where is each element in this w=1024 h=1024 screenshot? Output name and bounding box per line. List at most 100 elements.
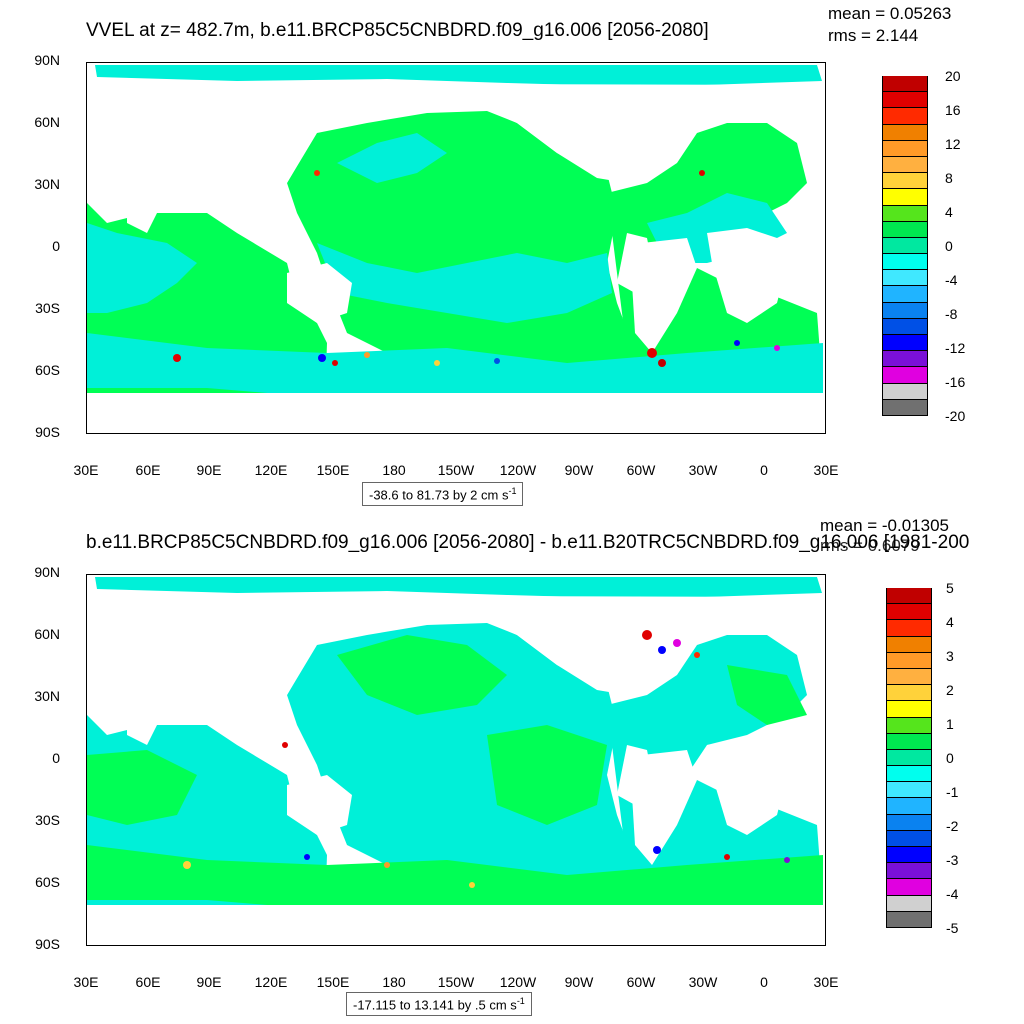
lon-label: 90E — [196, 974, 222, 990]
panel-bottom: b.e11.BRCP85C5CNBDRD.f09_g16.006 [2056-2… — [0, 512, 1024, 1024]
colorbar-label: -20 — [945, 408, 966, 424]
colorbar-swatch — [883, 124, 927, 141]
colorbar-swatch — [887, 911, 931, 928]
colorbar-label: 12 — [945, 136, 961, 152]
lon-label: 0 — [760, 974, 768, 990]
colorbar-swatch — [883, 383, 927, 400]
colorbar-label: 20 — [945, 68, 961, 84]
colorbar-label: 8 — [945, 170, 953, 186]
lon-label: 150W — [437, 974, 475, 990]
colorbar-box — [882, 76, 928, 416]
lon-label: 150W — [437, 462, 475, 478]
lon-label: 90W — [564, 462, 594, 478]
colorbar-swatch — [887, 604, 931, 621]
contour-range-label: -38.6 to 81.73 by 2 cm s-1 — [362, 482, 524, 507]
lat-label: 90N — [34, 564, 60, 580]
colorbar-swatch — [887, 717, 931, 734]
colorbar-label: 1 — [946, 716, 954, 732]
colorbar-swatch — [883, 286, 927, 303]
colorbar-swatch — [883, 92, 927, 109]
colorbar-swatch — [887, 652, 931, 669]
colorbar-label: 5 — [946, 580, 954, 596]
colorbar-box — [886, 588, 932, 928]
colorbar-swatch — [883, 205, 927, 222]
lat-label: 0 — [52, 238, 60, 254]
lat-label: 30S — [35, 812, 60, 828]
colorbar-swatch — [887, 636, 931, 653]
colorbar-swatch — [887, 782, 931, 799]
lon-label: 150E — [316, 974, 350, 990]
colorbar-swatch — [887, 766, 931, 783]
lat-label: 90S — [35, 424, 60, 440]
panel-top: VVEL at z= 482.7m, b.e11.BRCP85C5CNBDRD.… — [34, 4, 966, 507]
colorbar-label: -3 — [946, 852, 959, 868]
lat-label: 30N — [34, 688, 60, 704]
colorbar-label: -16 — [945, 374, 966, 390]
lon-label: 60E — [135, 462, 161, 478]
colorbar — [886, 588, 932, 928]
colorbar-swatch — [887, 668, 931, 686]
lat-label: 90S — [35, 936, 60, 952]
lon-label: 90W — [564, 974, 594, 990]
colorbar-swatch — [883, 108, 927, 125]
colorbar-swatch — [883, 318, 927, 336]
lat-label: 60N — [34, 114, 60, 130]
mean-stat: mean = 0.05263 — [828, 4, 952, 23]
lon-label: 120W — [499, 462, 537, 478]
colorbar-swatch — [883, 76, 927, 93]
colorbar-swatch — [883, 335, 927, 352]
colorbar-swatch — [883, 399, 927, 416]
lon-label: 120E — [254, 462, 288, 478]
colorbar-label: 2 — [946, 682, 954, 698]
colorbar-swatch — [883, 270, 927, 287]
lon-label: 30W — [688, 974, 718, 990]
colorbar-label: -12 — [945, 340, 966, 356]
ocean-field — [87, 575, 825, 945]
lon-label: 120W — [499, 974, 537, 990]
colorbar-label: 4 — [946, 614, 954, 630]
colorbar-swatch — [887, 830, 931, 848]
colorbar-swatch — [887, 879, 931, 896]
colorbar-swatch — [883, 140, 927, 157]
colorbar-label: -5 — [946, 920, 959, 936]
lon-label: 120E — [254, 974, 288, 990]
colorbar-label: -1 — [946, 784, 959, 800]
colorbar-label: -8 — [945, 306, 958, 322]
colorbar-swatch — [887, 814, 931, 831]
plot-title: b.e11.BRCP85C5CNBDRD.f09_g16.006 [2056-2… — [86, 532, 970, 553]
lat-label: 90N — [34, 52, 60, 68]
colorbar-label: -2 — [946, 818, 959, 834]
colorbar-label: -4 — [946, 886, 959, 902]
contour-range-label: -17.115 to 13.141 by .5 cm s-1 — [346, 992, 532, 1017]
map-panel — [86, 574, 826, 946]
lon-label: 30W — [688, 462, 718, 478]
lat-label: 60S — [35, 874, 60, 890]
ocean-field — [87, 63, 825, 433]
lat-label: 30N — [34, 176, 60, 192]
lat-label: 60S — [35, 362, 60, 378]
lat-label: 30S — [35, 300, 60, 316]
lon-label: 60W — [626, 462, 656, 478]
lon-label: 30E — [73, 462, 99, 478]
plot-title: VVEL at z= 482.7m, b.e11.BRCP85C5CNBDRD.… — [86, 20, 709, 41]
colorbar-swatch — [887, 895, 931, 912]
rms-stat: rms = 0.6079 — [820, 536, 920, 555]
colorbar-swatch — [883, 302, 927, 319]
lon-label: 0 — [760, 462, 768, 478]
lon-label: 30E — [813, 974, 839, 990]
lon-label: 60W — [626, 974, 656, 990]
colorbar-swatch — [887, 588, 931, 605]
colorbar-swatch — [883, 237, 927, 255]
colorbar-label: 16 — [945, 102, 961, 118]
colorbar — [882, 76, 928, 416]
lon-label: 180 — [382, 462, 406, 478]
colorbar-label: 0 — [945, 238, 953, 254]
colorbar-swatch — [887, 701, 931, 718]
colorbar-label: 0 — [946, 750, 954, 766]
colorbar-label: -4 — [945, 272, 958, 288]
lon-label: 30E — [73, 974, 99, 990]
colorbar-swatch — [887, 749, 931, 767]
lon-label: 180 — [382, 974, 406, 990]
colorbar-swatch — [883, 156, 927, 174]
colorbar-label: 3 — [946, 648, 954, 664]
